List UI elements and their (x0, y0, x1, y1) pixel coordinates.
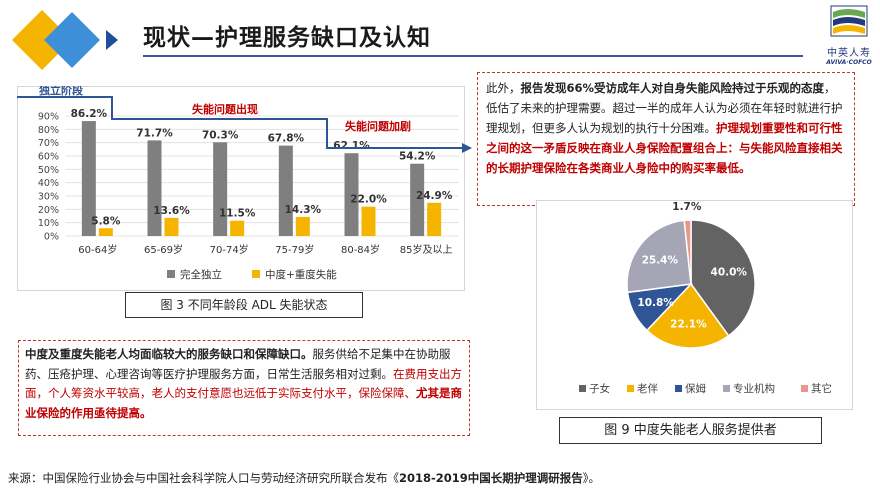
bar-independent (81, 121, 96, 236)
pie-chart-panel: 40.0% 22.1% 10.8% 25.4% 1.7% 子女 老伴 保姆 专业机构 其它 (536, 200, 853, 410)
brand-name-cn: 中英人寿 (827, 48, 871, 59)
title-divider (143, 55, 803, 57)
bar-disabled (98, 228, 113, 236)
y-tick-label: 60% (38, 152, 59, 163)
logo-diamonds (12, 10, 118, 70)
right-text-detail: ，低估了未来的护理需要。超过一半的成年人认为必须在年轻时就进行护理规划，但更多人… (486, 81, 843, 135)
bar-disabled (295, 216, 310, 236)
data-label-independent: 54.2% (399, 151, 436, 163)
x-tick-label: 80-84岁 (341, 243, 380, 256)
small-blue-triangle (106, 30, 118, 50)
y-tick-label: 0% (44, 232, 59, 243)
y-tick-label: 10% (38, 218, 59, 229)
y-tick-label: 20% (38, 205, 59, 216)
pie-value-label: 1.7% (672, 201, 702, 213)
figure-3-caption: 图 3 不同年龄段 ADL 失能状态 (125, 292, 363, 318)
y-tick-label: 70% (38, 138, 59, 149)
left-text-box: 中度及重度失能老人均面临较大的服务缺口和保障缺口。服务供给不足集中在协助服药、压… (18, 340, 470, 436)
x-tick-label: 60-64岁 (78, 243, 117, 256)
bar-independent (213, 142, 228, 236)
right-text-box: 此外，报告发现66%受访成年人对自身失能风险持过于乐观的态度，低估了未来的护理需… (477, 72, 855, 206)
pie-legend-label: 子女 (589, 382, 610, 395)
pie-legend-swatch (579, 385, 586, 392)
data-label-independent: 86.2% (71, 108, 108, 120)
x-tick-label: 65-69岁 (144, 243, 183, 256)
data-label-independent: 71.7% (136, 127, 173, 139)
pie-legend-label: 老伴 (637, 382, 658, 395)
annotation-independent-stage: 独立阶段 (38, 86, 83, 97)
bar-disabled (361, 206, 376, 236)
pie-slice (690, 219, 756, 337)
blue-diamond (44, 12, 100, 68)
left-text-highlight: 尤其是商业保险的作用亟待提高。 (25, 386, 462, 420)
data-label-disabled: 14.3% (285, 204, 322, 216)
annotation-disability-appears: 失能问题出现 (192, 102, 258, 116)
stage-arrow-head (462, 143, 472, 153)
brand-name-en: AVIVA·COFCO (826, 59, 872, 66)
adl-bar-chart: 0% 10% 20% 30% 40% 50% 60% 70% 80% 90% 86.2% 5.8% 60… (17, 86, 472, 281)
source-suffix: 》。 (582, 471, 601, 485)
data-label-disabled: 5.8% (91, 215, 121, 227)
bar-disabled (230, 220, 245, 236)
annotation-disability-worsens: 失能问题加剧 (345, 119, 411, 133)
bar-disabled (164, 217, 179, 236)
right-text-finding: 报告发现66%受访成年人对自身失能风险持过于乐观的态度 (520, 81, 825, 95)
bar-independent (344, 153, 359, 236)
pie-value-label: 22.1% (670, 319, 707, 331)
left-text-headline: 中度及重度失能老人均面临较大的服务缺口和保障缺口。 (25, 347, 313, 361)
bar-chart-panel (17, 86, 465, 291)
x-tick-label: 75-79岁 (275, 243, 314, 256)
y-tick-label: 80% (38, 125, 59, 136)
service-provider-pie-chart: 40.0% 22.1% 10.8% 25.4% 1.7% 子女 老伴 保姆 专业机构 其它 (579, 201, 832, 395)
data-label-disabled: 22.0% (350, 194, 387, 206)
legend-label-disabled: 中度+重度失能 (265, 268, 337, 281)
source-note: 来源：中国保险行业协会与中国社会科学院人口与劳动经济研究所联合发布《2018-2… (8, 470, 600, 486)
data-label-disabled: 24.9% (416, 190, 453, 202)
data-label-disabled: 13.6% (153, 205, 190, 217)
pie-value-label: 10.8% (637, 297, 674, 309)
left-text-cost: 在费用支出方面，个人筹资水平较高，老人的支付意愿也远低于实际支付水平，保险保障、 (25, 366, 462, 401)
pie-legend-swatch (675, 385, 682, 392)
legend-label-independent: 完全独立 (180, 268, 222, 281)
pie-legend-label: 保姆 (685, 382, 706, 395)
brand-logo: 中英人寿 AVIVA·COFCO (820, 4, 878, 66)
data-label-independent: 70.3% (202, 129, 239, 141)
pie-legend-label: 其它 (811, 382, 832, 395)
pie-slice (645, 282, 730, 349)
pie-legend-swatch (801, 385, 808, 392)
pie-value-label: 40.0% (711, 267, 748, 279)
pie-legend-swatch (627, 385, 634, 392)
source-prefix: 来源：中国保险行业协会与中国社会科学院人口与劳动经济研究所联合发布《 (8, 471, 399, 485)
bar-independent (147, 140, 162, 236)
y-tick-label: 90% (38, 112, 59, 123)
y-tick-label: 50% (38, 165, 59, 176)
x-tick-label: 70-74岁 (210, 243, 249, 256)
x-tick-label: 85岁及以上 (400, 243, 453, 256)
pie-slice (683, 219, 692, 285)
right-text-intro: 此外， (486, 81, 521, 95)
bar-independent (278, 145, 293, 236)
y-tick-label: 40% (38, 178, 59, 189)
stage-progression-line (17, 96, 467, 149)
brand-flag-icon (830, 5, 868, 37)
orange-diamond (12, 10, 72, 70)
pie-legend-label: 专业机构 (733, 382, 775, 395)
data-label-disabled: 11.5% (219, 208, 256, 220)
pie-slice (626, 219, 692, 294)
legend-swatch-disabled (252, 270, 260, 278)
bar-independent (410, 163, 425, 236)
source-report-title: 2018-2019中国长期护理调研报告 (399, 471, 583, 485)
data-label-independent: 67.8% (268, 133, 305, 145)
page-title: 现状—护理服务缺口及认知 (143, 25, 431, 51)
right-text-highlight: 护理规划重要性和可行性之间的这一矛盾反映在商业人身保险配置组合上：与失能风险直接… (486, 121, 843, 175)
pie-legend-swatch (723, 385, 730, 392)
figure-9-caption: 图 9 中度失能老人服务提供者 (559, 417, 822, 444)
legend-swatch-independent (167, 270, 175, 278)
data-label-independent: 62.1% (333, 140, 370, 152)
pie-value-label: 25.4% (642, 254, 679, 266)
y-tick-label: 30% (38, 192, 59, 203)
bar-disabled (427, 202, 442, 236)
left-text-detail: 服务供给不足集中在协助服药、压疮护理、心理咨询等医疗护理服务方面，日常生活服务相… (25, 347, 451, 381)
